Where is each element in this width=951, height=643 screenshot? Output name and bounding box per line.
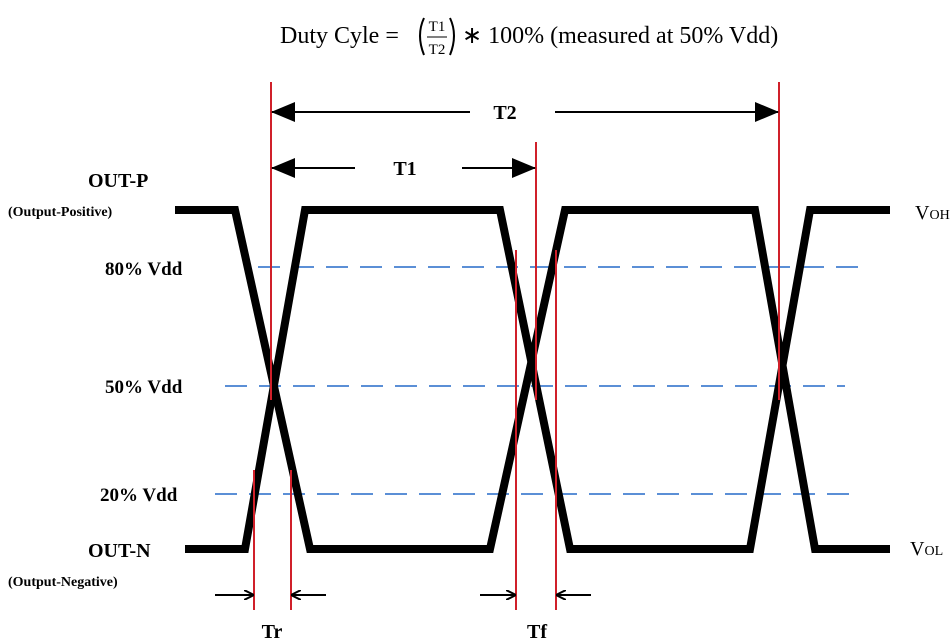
t2-label: T2 (493, 102, 516, 124)
out-n: OUT-N (88, 540, 151, 562)
level-label: 20% Vdd (100, 485, 178, 506)
formula-suffix: ∗ 100% (measured at 50% Vdd) (462, 23, 778, 49)
tf-label: Tf (527, 621, 547, 643)
denominator: T2 (429, 42, 446, 58)
period-arrows: T2 T1 (271, 102, 779, 180)
edge-arrows: Tr Tf (215, 595, 591, 643)
level-label: 80% Vdd (105, 259, 183, 280)
markers (253, 82, 780, 610)
out-p-wave (175, 206, 890, 553)
left-labels: OUT-P (Output-Positive) 80% Vdd 50% Vdd … (8, 170, 183, 590)
numerator: T1 (429, 19, 446, 35)
voh-label: VOH (915, 202, 950, 224)
vol-label: VOL (910, 538, 943, 560)
out-p-note: (Output-Positive) (8, 205, 113, 220)
tr-label: Tr (262, 621, 283, 643)
t1-label: T1 (393, 158, 416, 180)
level-label: 50% Vdd (105, 377, 183, 398)
paren (419, 17, 455, 56)
out-n-note: (Output-Negative) (8, 575, 118, 590)
formula: Duty Cyle = T1 T2 ∗ 100% (measured at 50… (280, 17, 778, 58)
formula-prefix: Duty Cyle = (280, 23, 399, 49)
out-p: OUT-P (88, 170, 148, 192)
